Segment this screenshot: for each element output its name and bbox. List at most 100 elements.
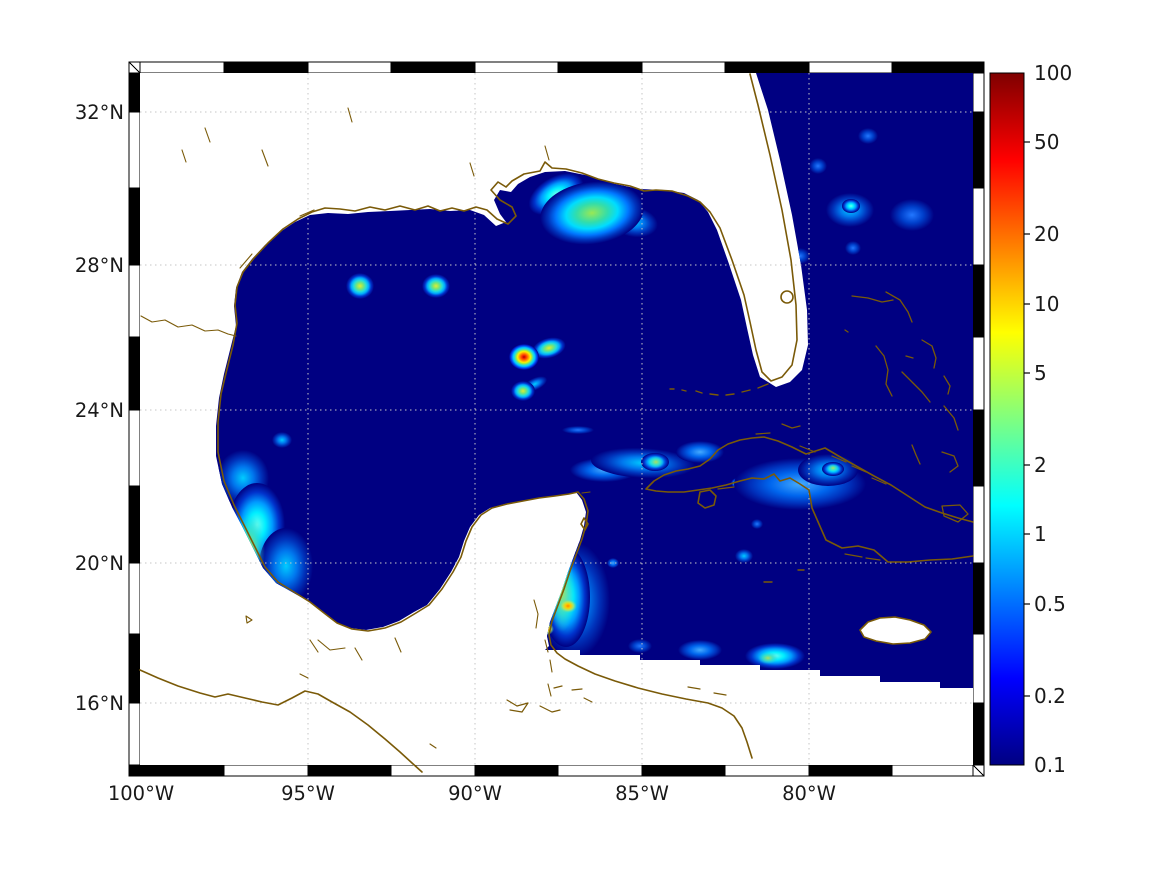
longitude-tick-label: 90°W	[448, 782, 502, 805]
latitude-tick-label: 20°N	[75, 552, 124, 575]
frame-segment	[474, 61, 559, 74]
heat-blob	[735, 549, 753, 563]
colorbar-tick-label: 50	[1034, 130, 1059, 154]
frame-segment	[390, 764, 476, 777]
frame-segment	[128, 409, 141, 487]
frame-segment	[724, 764, 810, 777]
longitude-tick-label: 80°W	[782, 782, 836, 805]
colorbar-tick-label: 1	[1034, 522, 1047, 546]
frame-segment	[891, 764, 974, 777]
ocean-data-field	[216, 73, 973, 688]
frame-segment	[128, 702, 141, 766]
frame-segment	[972, 264, 985, 338]
frame-segment	[972, 702, 985, 766]
heat-blob	[422, 274, 450, 298]
heat-blob	[607, 558, 619, 568]
frame-segment	[128, 633, 141, 704]
frame-segment	[972, 72, 985, 113]
heat-blob	[562, 426, 594, 434]
longitude-tick-label: 100°W	[108, 782, 174, 805]
frame-segment	[307, 764, 392, 777]
florida-keys-chain	[669, 383, 769, 396]
frame-segment	[972, 336, 985, 411]
frame-segment	[128, 72, 141, 113]
colorbar-tick-label: 10	[1034, 292, 1059, 316]
frame-segment	[139, 61, 225, 74]
frame-segment	[808, 61, 893, 74]
colorbar-tick-label: 0.5	[1034, 592, 1066, 616]
frame-segment	[972, 409, 985, 487]
frame-segment	[128, 336, 141, 411]
frame-segment	[139, 764, 225, 777]
frame-segment	[557, 764, 643, 777]
frame-segment	[972, 111, 985, 189]
cayman-islands	[763, 569, 805, 583]
frame-segment	[128, 111, 141, 189]
frame-segment	[808, 764, 893, 777]
jamaica-island	[859, 616, 932, 645]
frame-segment	[557, 61, 643, 74]
heat-blob	[532, 337, 566, 359]
heat-blob	[809, 158, 827, 174]
cozumel-island	[580, 517, 589, 531]
latitude-tick-label: 32°N	[75, 101, 124, 124]
heat-blob	[751, 519, 763, 529]
heat-blob	[559, 599, 577, 613]
frame-segment	[641, 764, 726, 777]
colorbar-tick-label: 0.1	[1034, 753, 1066, 777]
latitude-tick-label: 16°N	[75, 692, 124, 715]
longitude-tick-label: 95°W	[281, 782, 335, 805]
frame-segment	[128, 485, 141, 564]
frame-segment	[128, 264, 141, 338]
bahamas-islands	[781, 291, 969, 523]
cuban-cays	[717, 432, 887, 561]
frame-segment	[972, 633, 985, 704]
frame-segment	[223, 764, 309, 777]
longitude-tick-label: 85°W	[615, 782, 669, 805]
heat-blobs	[217, 128, 934, 669]
frame-segment	[724, 61, 810, 74]
colorbar-tick-label: 100	[1034, 61, 1072, 85]
isla-de-la-juventud	[697, 489, 717, 509]
coastlines	[139, 73, 974, 773]
frame-segment	[390, 61, 476, 74]
longitude-tick-labels: 100°W 95°W 90°W 85°W 80°W	[108, 782, 836, 805]
heat-blob	[648, 456, 664, 468]
colorbar-tick-label: 5	[1034, 361, 1047, 385]
frame-corner-bevels	[128, 61, 985, 777]
colorbar: 100 50 20 10 5 2 1 0.5 0.2 0.1	[989, 61, 1072, 777]
heat-blob	[827, 464, 839, 472]
graticule	[140, 73, 973, 765]
heat-blob	[678, 640, 722, 660]
heat-blob	[890, 199, 934, 231]
heat-blob	[509, 344, 539, 370]
frame-segment	[223, 61, 309, 74]
frame-segment	[128, 187, 141, 266]
inland-rivers-lakes	[181, 107, 593, 749]
colorbar-gradient	[989, 72, 1025, 766]
frame-segment	[972, 187, 985, 266]
heat-blob	[858, 128, 878, 144]
guatemala-honduras-detail	[506, 685, 727, 713]
heat-blob	[842, 199, 860, 213]
latitude-tick-label: 24°N	[75, 399, 124, 422]
rio-grande-river	[140, 315, 237, 337]
lake-okeechobee	[780, 290, 794, 304]
latitude-tick-labels: 32°N 28°N 24°N 20°N 16°N	[75, 101, 124, 715]
colorbar-tick-label: 2	[1034, 453, 1047, 477]
frame-segment	[891, 61, 974, 74]
map-plot-area	[139, 73, 974, 773]
frame-segment	[641, 61, 726, 74]
frame-segment	[474, 764, 559, 777]
coastline-cuba	[645, 436, 974, 563]
heat-blob	[540, 181, 644, 245]
heat-blob	[346, 273, 374, 299]
frame-segment	[128, 562, 141, 635]
frame-segment	[972, 562, 985, 635]
coastline-pacific-mexico	[139, 669, 423, 773]
heat-blob	[758, 652, 778, 664]
colorbar-tick-label: 20	[1034, 222, 1059, 246]
heat-blob	[628, 639, 652, 653]
